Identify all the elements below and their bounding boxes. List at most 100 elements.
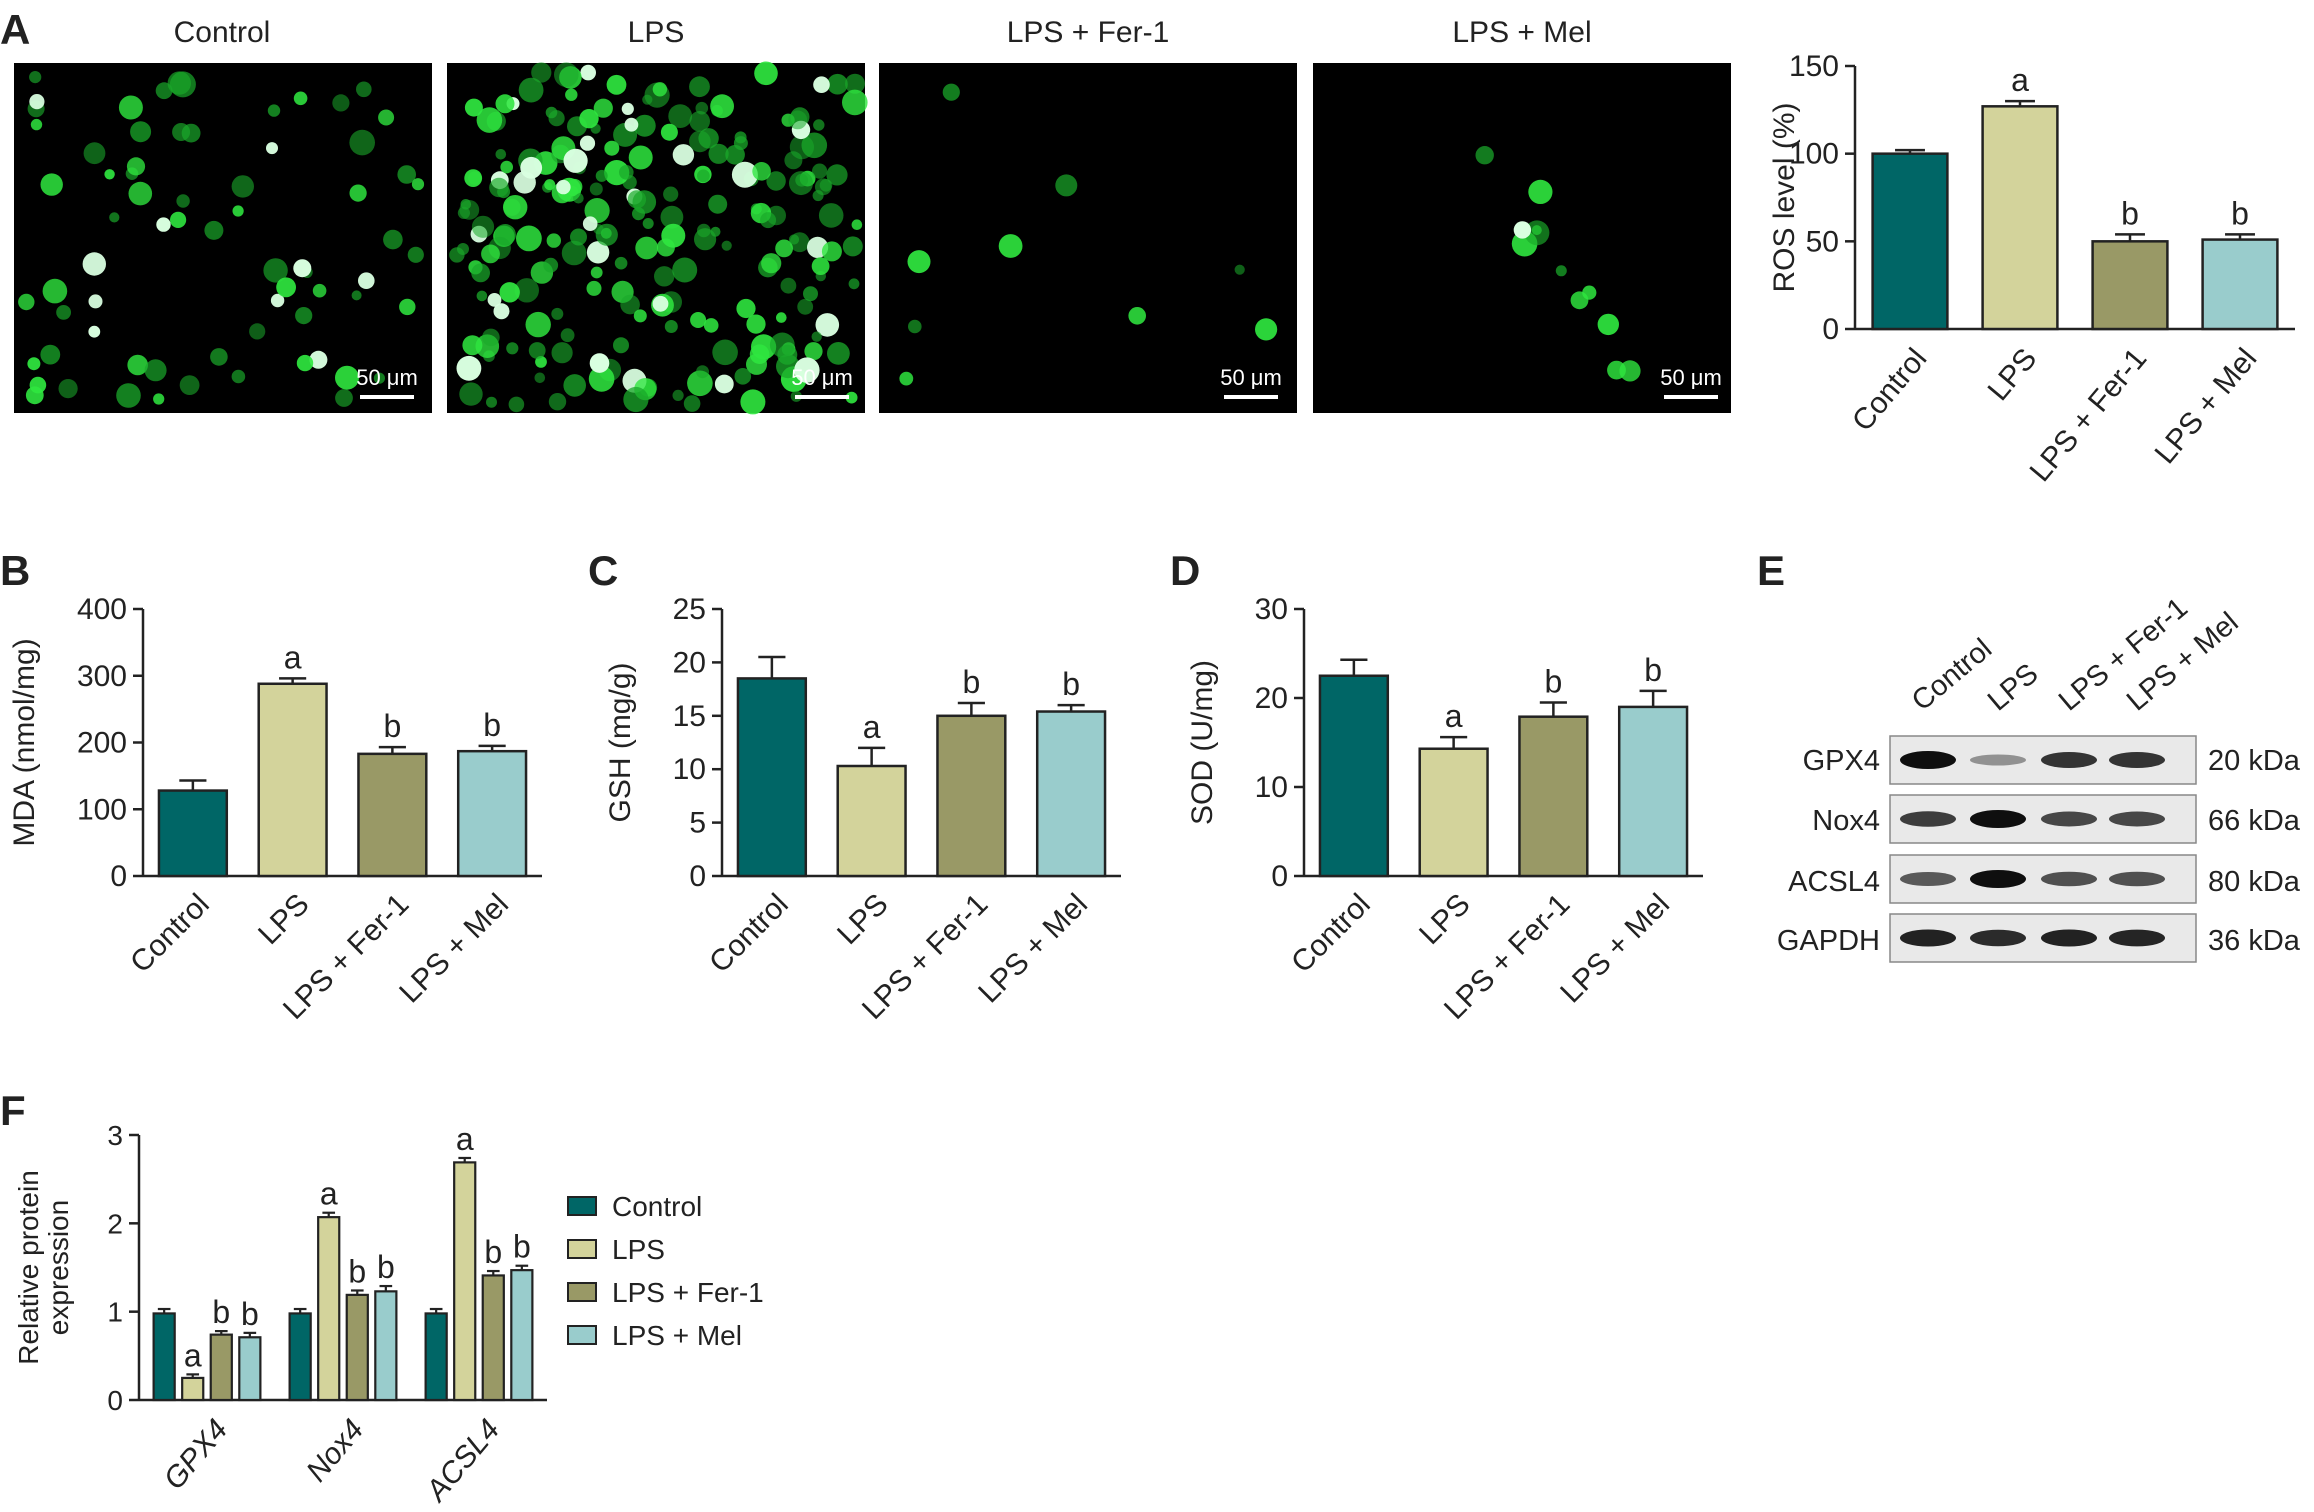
bar — [157, 789, 229, 878]
significance-label: a — [284, 639, 302, 675]
fluorescent-cell — [845, 73, 865, 94]
fluorescent-cell — [56, 305, 71, 320]
blot-row-gpx4: GPX4 20 kDa — [1803, 735, 2301, 785]
fluorescent-cell — [813, 76, 830, 93]
fluorescent-cell — [942, 83, 960, 101]
y-axis-label-line: expression — [43, 1200, 74, 1335]
fluorescent-cell — [525, 311, 551, 338]
fluorescent-cell — [506, 342, 519, 355]
band-group — [1900, 870, 2165, 888]
fluorescent-cell — [734, 131, 747, 144]
significance-label: a — [2011, 62, 2029, 98]
fluorescent-cell — [267, 104, 281, 117]
fluorescent-cell — [170, 211, 187, 228]
fluorescent-cell — [411, 178, 425, 191]
fluorescent-cell — [1255, 318, 1278, 341]
fluorescent-cell — [518, 77, 544, 103]
y-tick-label: 3 — [107, 1120, 123, 1151]
significance-label: a — [184, 1337, 202, 1373]
blot-band — [1970, 810, 2026, 828]
significance-label: b — [2231, 195, 2249, 231]
fluorescent-cell — [1234, 264, 1245, 275]
fluorescent-cell — [126, 157, 146, 176]
fluorescent-cell — [899, 371, 914, 386]
blot-band — [1970, 754, 2026, 766]
fluorescent-cell — [378, 109, 395, 126]
fluorescent-cell — [464, 169, 483, 188]
bar — [152, 1312, 176, 1402]
fluorescent-cell — [588, 366, 615, 392]
bar — [510, 1269, 534, 1402]
ros-chart: 0 50 100 150 ROS level (%) Control a LPS b LPS + … — [1768, 50, 2295, 488]
micrograph-fer1: LPS + Fer-1 50 μm — [879, 16, 1297, 413]
fluorescent-cell — [595, 223, 618, 246]
y-tick-label: 10 — [1255, 771, 1288, 804]
fluorescent-cell — [471, 215, 495, 238]
fluorescent-cell — [309, 350, 328, 369]
fluorescent-cell — [827, 73, 848, 95]
fluorescent-cell — [573, 192, 584, 204]
fluorescent-cell — [826, 164, 848, 186]
fluorescent-cell — [845, 391, 858, 404]
fluorescent-cell — [520, 156, 543, 179]
y-tick-label: 400 — [77, 593, 127, 626]
x-tick-label: LPS + Mel — [2149, 342, 2264, 470]
y-axis-label: ROS level (%) — [1768, 102, 1801, 292]
fluorescent-cell — [627, 190, 647, 209]
blot-band — [1900, 811, 1956, 827]
fluorescent-cell — [736, 298, 756, 319]
x-tick-label: Control — [124, 888, 216, 980]
band-group — [1900, 810, 2165, 828]
blot-band — [2041, 929, 2097, 947]
fluorescent-cell — [633, 114, 656, 137]
fluorescent-cell — [1597, 313, 1620, 336]
fluorescent-cell — [499, 282, 520, 303]
fluorescent-cell — [907, 250, 931, 274]
fluorescent-cell — [293, 259, 312, 278]
fluorescent-cell — [266, 142, 278, 155]
significance-label: a — [863, 709, 881, 745]
fluorescent-cell — [1524, 220, 1550, 246]
fluorescent-cell — [815, 313, 840, 337]
y-tick-label: 30 — [1255, 593, 1288, 626]
fluorescent-cell — [714, 374, 734, 394]
fluorescent-cell — [642, 218, 654, 229]
fluorescent-cell — [232, 205, 244, 217]
fluorescent-cell — [784, 151, 803, 170]
significance-label: b — [2121, 195, 2139, 231]
fluorescent-cell — [508, 396, 525, 413]
fluorescent-cell — [29, 71, 42, 84]
fluorescent-cell — [167, 71, 191, 95]
fluorescent-cell — [746, 314, 766, 334]
legend-label: LPS — [612, 1234, 665, 1265]
fluorescent-cell — [88, 325, 101, 338]
x-tick-label: Control — [1285, 888, 1377, 980]
fluorescent-cell — [654, 266, 675, 287]
protein-name: GPX4 — [1803, 745, 1880, 777]
fluorescent-cell — [548, 393, 567, 411]
x-tick-label: Control — [1846, 342, 1933, 437]
fluorescent-cell — [593, 98, 613, 118]
bar — [257, 682, 328, 878]
fluorescent-cell — [642, 94, 653, 105]
x-tick-label: GPX4 — [158, 1413, 235, 1496]
fluorescent-cell — [487, 293, 502, 307]
fluorescent-cell — [471, 263, 490, 283]
fluorescent-cell — [761, 253, 782, 274]
fluorescent-cell — [851, 219, 863, 230]
y-tick-label: 200 — [77, 727, 127, 760]
fluorescent-cell — [545, 106, 558, 119]
fluorescent-cell — [848, 278, 860, 290]
bar — [1871, 152, 1949, 331]
significance-label: a — [1445, 698, 1463, 734]
fluorescent-cell — [312, 283, 327, 298]
fluorescent-cell — [489, 177, 509, 198]
significance-label: b — [483, 707, 501, 743]
fluorescent-cell — [624, 117, 639, 132]
fluorescent-cell — [349, 184, 367, 202]
band-group — [1900, 751, 2165, 769]
band-size: 36 kDa — [2208, 925, 2301, 957]
fluorescent-cell — [908, 319, 922, 334]
fluorescent-cell — [703, 318, 719, 333]
bar — [2201, 238, 2279, 331]
